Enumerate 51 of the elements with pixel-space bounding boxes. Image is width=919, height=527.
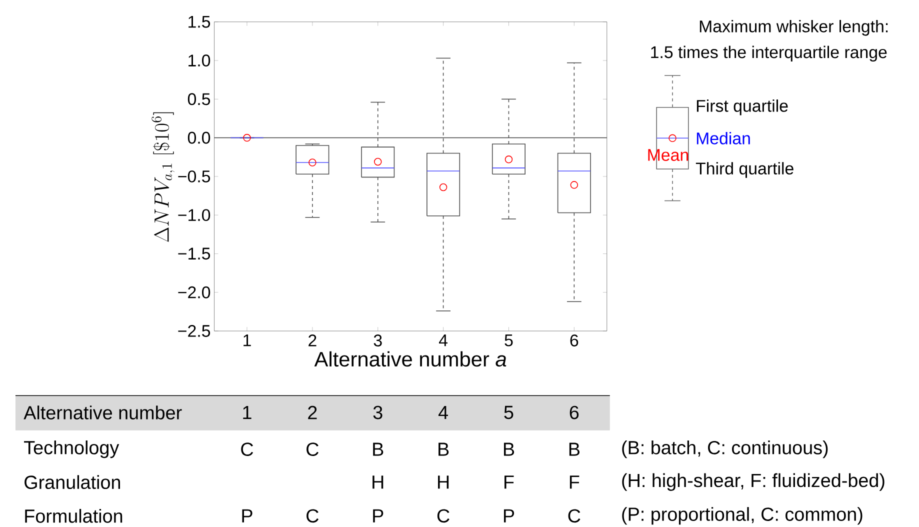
x-tick-label: 5	[504, 334, 513, 346]
category-label: 6	[570, 406, 579, 420]
text: P	[504, 509, 514, 522]
text: B	[569, 442, 580, 456]
text: Formulation	[25, 509, 122, 523]
text: Alternative number	[24, 406, 182, 420]
x-tick-label: 2	[308, 334, 316, 346]
y-tick-label: −2.5	[178, 325, 210, 338]
x-tick-label: 3	[374, 334, 382, 347]
y-tick-label: 1.5	[188, 16, 210, 28]
text: P	[242, 509, 252, 522]
text: Granulation	[24, 475, 120, 490]
text: (P: proportional, C: common)	[622, 507, 862, 525]
text: Maximum whisker length:	[700, 20, 888, 36]
category-label: 3	[373, 406, 382, 420]
y-axis-title: $\Delta NPV_{a,1}\;[\$10^{6}]$	[152, 112, 175, 242]
text: C	[306, 442, 319, 456]
text: Median	[696, 132, 750, 144]
text: B	[438, 442, 449, 456]
category-label: 2	[308, 406, 317, 420]
category-label: 1	[243, 406, 252, 420]
y-tick-label: −2.0	[178, 286, 210, 298]
text: 1.5 times the interquartile range	[651, 46, 887, 62]
text: (B: batch, C: continuous)	[622, 440, 828, 458]
x-tick-label: 1	[244, 334, 251, 346]
text: Third quartile	[696, 162, 794, 178]
y-tick-label: −1.0	[178, 209, 210, 222]
category-label: 5	[504, 406, 514, 420]
text: H	[438, 476, 449, 489]
y-tick-label: 1.0	[188, 54, 210, 67]
category-label: 4	[438, 406, 448, 420]
text: P	[373, 509, 384, 522]
y-tick-label: 0.0	[188, 132, 210, 144]
text: Technology	[24, 440, 120, 458]
text: B	[504, 442, 514, 456]
x-tick-label: 4	[438, 334, 448, 346]
text: C	[437, 509, 450, 523]
text: F	[504, 476, 514, 489]
text: F	[570, 476, 580, 489]
text: H	[372, 476, 384, 489]
text: First quartile	[696, 100, 788, 116]
y-tick-label: −1.5	[178, 248, 210, 260]
text: C	[241, 442, 254, 456]
y-tick-label: −0.5	[178, 170, 210, 183]
text: B	[373, 442, 384, 456]
text: C	[306, 509, 319, 523]
y-tick-label: 0.5	[188, 93, 210, 106]
text: (H: high-shear, F: fluidized-bed)	[622, 473, 884, 491]
x-tick-label: 6	[570, 334, 578, 347]
text: C	[568, 509, 580, 523]
x-axis-title: Alternative number a	[314, 351, 506, 367]
